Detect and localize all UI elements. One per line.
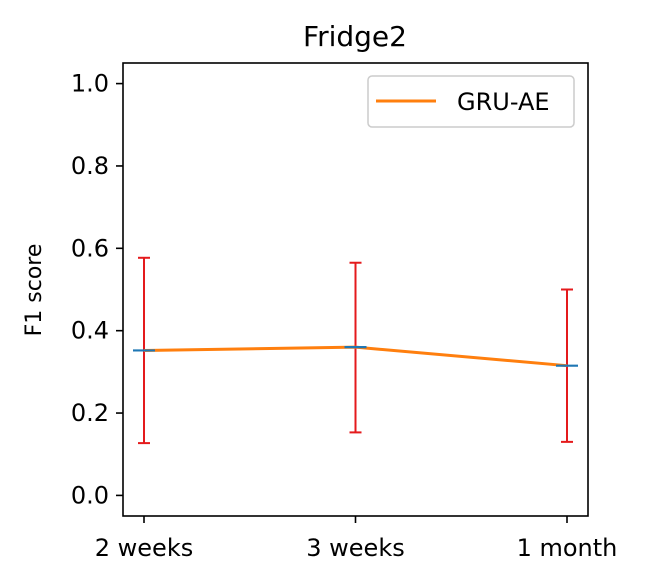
x-tick-label: 1 month bbox=[517, 534, 618, 562]
x-ticks: 2 weeks 3 weeks 1 month bbox=[95, 516, 618, 562]
series-lines bbox=[133, 345, 578, 368]
x-tick-label: 2 weeks bbox=[95, 534, 193, 562]
y-tick-label: 1.0 bbox=[71, 70, 109, 98]
y-axis-label: F1 score bbox=[22, 244, 47, 337]
y-ticks: 0.0 0.2 0.4 0.6 0.8 1.0 bbox=[71, 70, 123, 509]
plot-frame bbox=[122, 62, 589, 517]
legend: GRU-AE bbox=[367, 75, 575, 128]
y-tick-label: 0.4 bbox=[71, 317, 109, 345]
y-tick-label: 0.2 bbox=[71, 399, 109, 427]
x-tick-label: 3 weeks bbox=[306, 534, 404, 562]
legend-box bbox=[367, 75, 575, 128]
y-tick-label: 0.0 bbox=[71, 481, 109, 509]
legend-label: GRU-AE bbox=[457, 88, 550, 116]
y-tick-label: 0.6 bbox=[71, 234, 109, 262]
y-tick-label: 0.8 bbox=[71, 152, 109, 180]
chart-title: Fridge2 bbox=[303, 20, 407, 53]
